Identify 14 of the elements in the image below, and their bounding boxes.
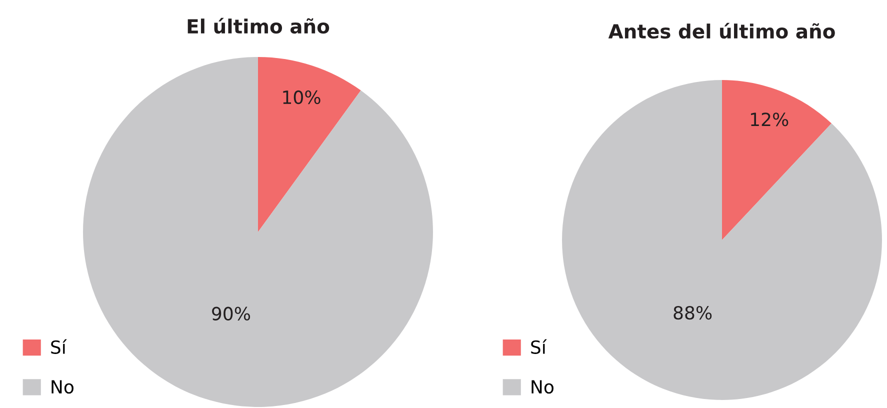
pie-slice: [722, 80, 832, 240]
data-label: 12%: [751, 112, 788, 126]
chart-title: El último año: [188, 18, 330, 34]
data-label: 10%: [283, 90, 320, 104]
legend-label: Sí: [531, 339, 547, 354]
pie-slice: [258, 57, 361, 232]
pie-slice: [83, 57, 433, 407]
chart-title: Antes del último año: [608, 22, 835, 39]
data-label: 88%: [674, 306, 712, 320]
pie-slice: [562, 80, 882, 400]
data-label: 90%: [212, 306, 250, 320]
legend-label: No: [52, 380, 74, 394]
legend-label: No: [532, 380, 554, 394]
legend-label: Sí: [51, 339, 67, 354]
